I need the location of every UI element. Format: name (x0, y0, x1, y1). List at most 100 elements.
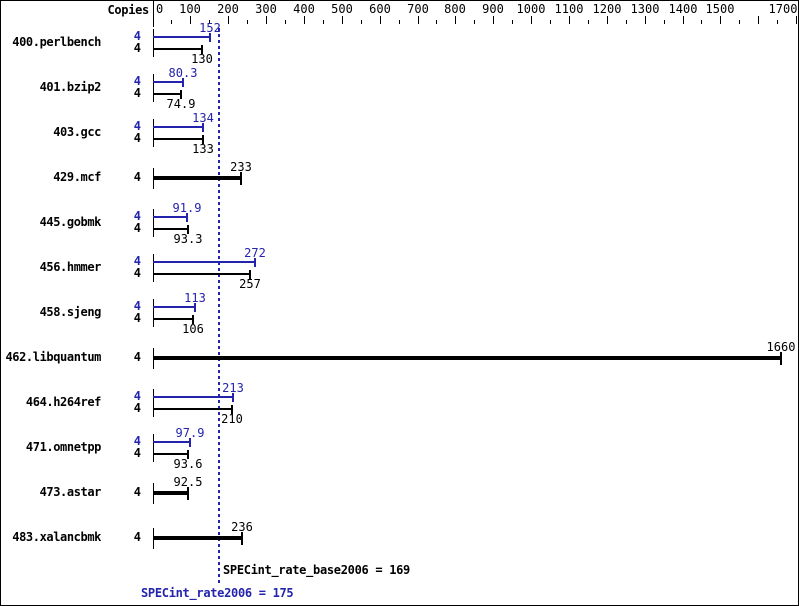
base-bar-end-cap (231, 405, 233, 414)
minor-tick (285, 20, 286, 24)
minor-tick (323, 20, 324, 24)
base-bar-end-cap (187, 450, 189, 459)
benchmark-name: 483.xalancbmk (12, 530, 101, 544)
row-baseline (153, 254, 154, 282)
minor-tick (474, 20, 475, 24)
base-bar-end-cap (202, 135, 204, 144)
benchmark-name: 403.gcc (53, 125, 101, 139)
major-tick (493, 16, 494, 24)
specint-rate-peak-summary: SPECint_rate2006 = 175 (141, 586, 294, 600)
base-bar (153, 228, 188, 230)
single-bar-end-cap (187, 487, 189, 500)
peak-bar (153, 36, 211, 38)
peak-value-label: 80.3 (168, 66, 198, 80)
peak-bar (153, 216, 188, 218)
base-bar-end-cap (201, 45, 203, 54)
copies-value-peak: 4 (133, 29, 141, 43)
base-bar-end-cap (187, 225, 189, 234)
copies-value-peak: 4 (133, 209, 141, 223)
major-tick (266, 16, 267, 24)
benchmark-name: 401.bzip2 (39, 80, 102, 94)
major-tick (380, 16, 381, 24)
single-bar (153, 176, 241, 180)
copies-value-peak: 4 (133, 74, 141, 88)
major-tick (645, 16, 646, 24)
x-axis-tick-label: 700 (407, 2, 429, 16)
row-baseline (153, 299, 154, 327)
benchmark-name: 456.hmmer (39, 260, 102, 274)
minor-tick (664, 20, 665, 24)
base-value-label: 210 (221, 412, 243, 426)
minor-tick (247, 20, 248, 24)
peak-bar-end-cap (209, 33, 211, 42)
specint-rate-base-summary: SPECint_rate_base2006 = 169 (223, 563, 410, 577)
copies-value-peak: 4 (133, 389, 141, 403)
benchmark-name: 445.gobmk (39, 215, 102, 229)
x-axis-tick-label: 1100 (554, 2, 584, 16)
peak-bar-end-cap (254, 258, 256, 267)
x-axis-tick-label: 900 (482, 2, 504, 16)
x-axis-tick-label: 1500 (705, 2, 735, 16)
peak-bar (153, 396, 234, 398)
row-baseline (153, 119, 154, 147)
benchmark-name: 473.astar (39, 485, 102, 499)
x-axis-tick-label: 200 (217, 2, 239, 16)
minor-tick (171, 20, 172, 24)
minor-tick (739, 20, 740, 24)
single-bar-end-cap (240, 172, 242, 185)
minor-tick (588, 20, 589, 24)
copies-value-base: 4 (133, 131, 141, 145)
copies-value-base: 4 (133, 41, 141, 55)
base-value-label: 74.9 (166, 97, 196, 111)
single-bar (153, 356, 781, 360)
median-dotted-line (218, 28, 220, 583)
base-bar (153, 318, 193, 320)
minor-tick (512, 20, 513, 24)
major-tick (683, 16, 684, 24)
minor-tick (361, 20, 362, 24)
x-axis-tick-label: 1300 (630, 2, 660, 16)
copies-value: 4 (133, 485, 141, 499)
minor-tick (399, 20, 400, 24)
minor-tick (777, 20, 778, 24)
x-axis-tick-label: 1700 (768, 2, 798, 16)
x-axis-tick-label: 300 (255, 2, 277, 16)
copies-value: 4 (133, 350, 141, 364)
x-axis-tick-label: 0 (156, 2, 164, 16)
base-bar (153, 48, 202, 50)
peak-value-label: 272 (244, 246, 266, 260)
peak-value-label: 134 (192, 111, 214, 125)
row-baseline (153, 389, 154, 417)
base-bar-end-cap (192, 315, 194, 324)
base-value-label: 130 (191, 52, 213, 66)
copies-column-header: Copies (107, 3, 149, 17)
base-bar (153, 453, 188, 455)
base-value-label: 106 (182, 322, 204, 336)
benchmark-name: 464.h264ref (25, 395, 101, 409)
benchmark-name: 458.sjeng (39, 305, 102, 319)
x-axis-tick-label: 800 (444, 2, 466, 16)
copies-value-base: 4 (133, 401, 141, 415)
minor-tick (701, 20, 702, 24)
copies-value: 4 (133, 530, 141, 544)
peak-bar (153, 126, 204, 128)
copies-value-peak: 4 (133, 434, 141, 448)
base-bar (153, 408, 233, 410)
major-tick (228, 16, 229, 24)
benchmark-name: 471.omnetpp (25, 440, 101, 454)
single-bar-end-cap (241, 532, 243, 545)
peak-bar-end-cap (194, 303, 196, 312)
base-bar-end-cap (249, 270, 251, 279)
base-bar (153, 93, 181, 95)
single-bar (153, 491, 188, 495)
x-axis-tick-label: 400 (293, 2, 315, 16)
copies-value-base: 4 (133, 266, 141, 280)
single-bar (153, 536, 242, 540)
y-axis-line (153, 1, 154, 27)
base-bar (153, 138, 203, 140)
peak-bar (153, 261, 256, 263)
single-value-label: 233 (230, 160, 252, 174)
major-tick (304, 16, 305, 24)
x-axis-tick-label: 100 (179, 2, 201, 16)
major-tick (418, 16, 419, 24)
